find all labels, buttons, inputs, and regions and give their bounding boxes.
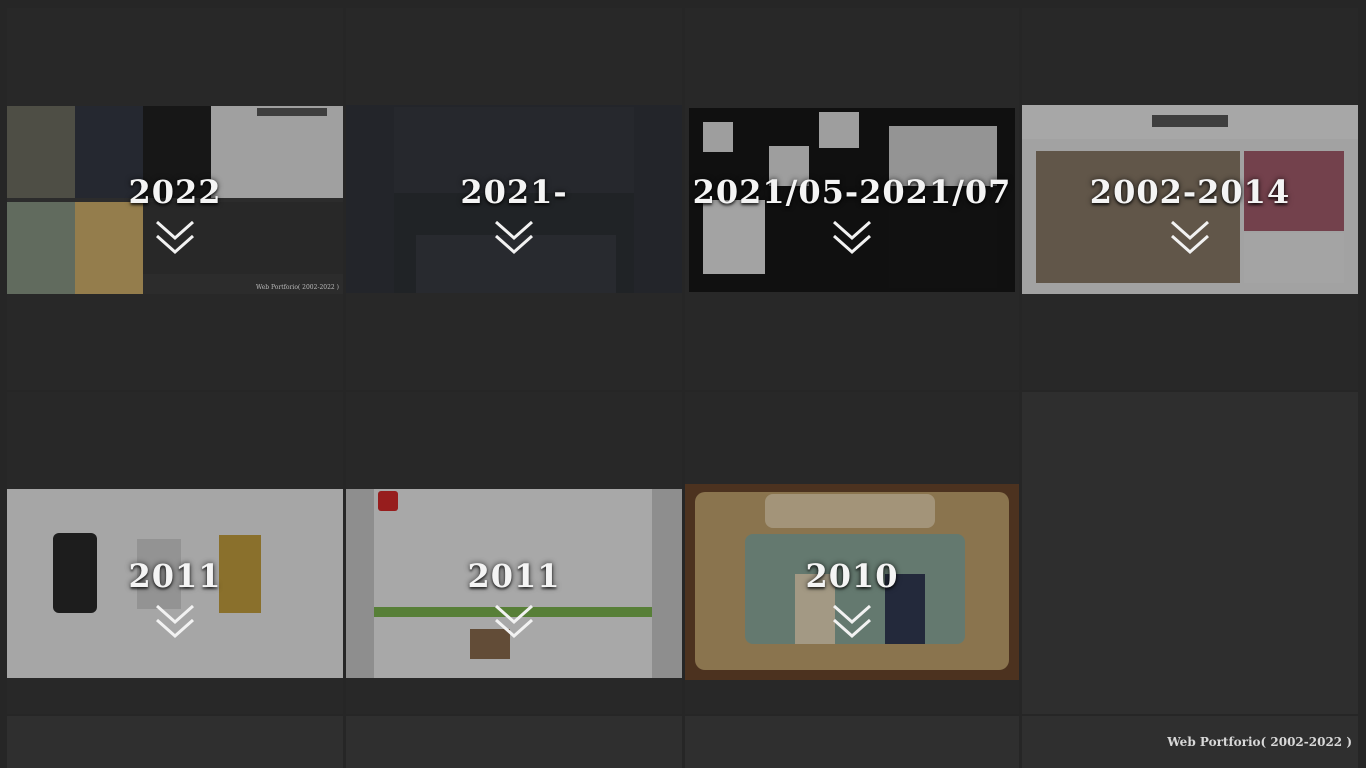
- tile-thumbnail: [685, 484, 1019, 680]
- tile-year-label: 2011: [467, 557, 561, 595]
- double-chevron-down-icon: [156, 604, 194, 639]
- empty-tile: [1022, 392, 1358, 714]
- portfolio-tile-2011-a[interactable]: 2011: [7, 392, 343, 714]
- tile-year-label: 2010: [805, 557, 899, 595]
- tile-dim-overlay: [7, 392, 343, 714]
- tile-thumbnail: [7, 489, 343, 678]
- double-chevron-down-icon: [495, 604, 533, 639]
- double-chevron-down-icon: [156, 220, 194, 255]
- portfolio-tile-2021-05-2021-07[interactable]: 2021/05-2021/07: [685, 8, 1019, 390]
- tile-dim-overlay: [1022, 8, 1358, 390]
- portfolio-tile-2022[interactable]: 2022 Web Portforio( 2002-2022 ): [7, 8, 343, 390]
- tile-thumbnail: [7, 106, 343, 294]
- portfolio-tile-partial: [346, 716, 682, 768]
- footer-copyright: Web Portforio( 2002-2022 ): [1167, 735, 1352, 749]
- tile-year-label: 2002-2014: [1089, 173, 1291, 211]
- tile-caption: Web Portforio( 2002-2022 ): [256, 284, 339, 291]
- tile-year-label: 2021-: [460, 173, 568, 211]
- portfolio-tile-partial: [7, 716, 343, 768]
- tile-year-label: 2021/05-2021/07: [692, 173, 1012, 211]
- double-chevron-down-icon: [495, 220, 533, 255]
- tile-year-label: 2011: [128, 557, 222, 595]
- tile-dim-overlay: [685, 392, 1019, 714]
- portfolio-tile-2002-2014[interactable]: 2002-2014: [1022, 8, 1358, 390]
- tile-thumbnail: [346, 489, 682, 678]
- tile-dim-overlay: [685, 8, 1019, 390]
- double-chevron-down-icon: [833, 604, 871, 639]
- tile-thumbnail: [346, 105, 682, 293]
- tile-thumbnail: [689, 108, 1015, 292]
- tile-dim-overlay: [346, 8, 682, 390]
- portfolio-tile-partial: [685, 716, 1019, 768]
- portfolio-tile-2011-b[interactable]: 2011: [346, 392, 682, 714]
- double-chevron-down-icon: [833, 220, 871, 255]
- double-chevron-down-icon: [1171, 220, 1209, 255]
- tile-year-label: 2022: [128, 173, 222, 211]
- portfolio-tile-partial: [1022, 716, 1358, 768]
- tile-dim-overlay: [7, 8, 343, 390]
- portfolio-tile-2021[interactable]: 2021-: [346, 8, 682, 390]
- portfolio-tile-2010[interactable]: 2010: [685, 392, 1019, 714]
- tile-dim-overlay: [346, 392, 682, 714]
- tile-thumbnail: [1022, 105, 1358, 294]
